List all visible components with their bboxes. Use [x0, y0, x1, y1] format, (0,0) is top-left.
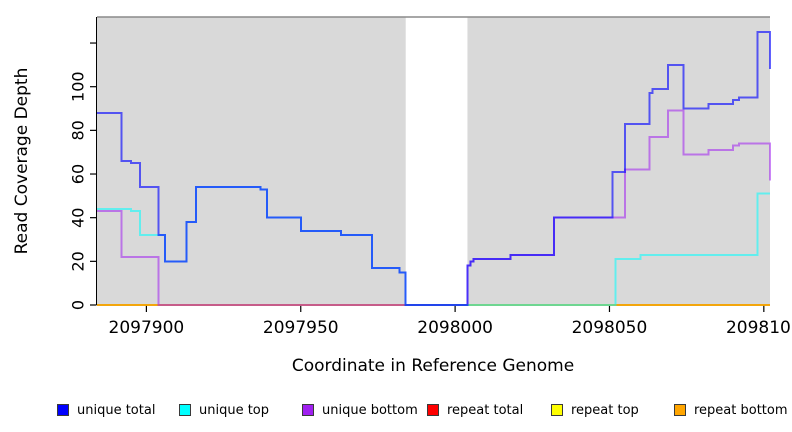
x-tick-label: 2098100 — [726, 318, 792, 338]
y-tick-label: 60 — [69, 164, 88, 184]
unique-top-swatch-icon — [179, 404, 191, 416]
unique-bottom-swatch-icon — [302, 404, 314, 416]
y-tick-label: 20 — [69, 251, 88, 271]
legend-item-unique-total: unique total — [57, 402, 156, 418]
x-tick-label: 2097950 — [263, 318, 339, 338]
y-tick-label: 40 — [69, 208, 88, 228]
legend-item-repeat-total: repeat total — [427, 402, 524, 418]
legend-label: repeat top — [571, 402, 639, 418]
x-tick-label: 2098000 — [417, 318, 493, 338]
repeat-top-swatch-icon — [551, 404, 563, 416]
legend-label: unique total — [77, 402, 156, 418]
y-axis-title: Read Coverage Depth — [12, 67, 32, 255]
legend-item-unique-bottom: unique bottom — [302, 402, 418, 418]
y-tick-label: 0 — [69, 300, 88, 310]
legend-label: repeat bottom — [694, 402, 788, 418]
repeat-bottom-swatch-icon — [674, 404, 686, 416]
legend-label: repeat total — [447, 402, 524, 418]
legend-item-repeat-top: repeat top — [551, 402, 639, 418]
no-data-gap-band — [405, 17, 468, 304]
x-axis-title: Coordinate in Reference Genome — [291, 356, 575, 376]
x-tick-label: 2097900 — [109, 318, 185, 338]
legend-item-unique-top: unique top — [179, 402, 270, 418]
series-unique-total — [97, 31, 771, 306]
x-tick-label: 2098050 — [572, 318, 648, 338]
y-tick-label: 80 — [69, 120, 88, 140]
legend-label: unique top — [199, 402, 270, 418]
y-tick-label: 100 — [69, 71, 88, 102]
legend-label: unique bottom — [322, 402, 418, 418]
repeat-total-swatch-icon — [427, 404, 439, 416]
unique-total-swatch-icon — [57, 404, 69, 416]
legend-item-repeat-bottom: repeat bottom — [674, 402, 788, 418]
